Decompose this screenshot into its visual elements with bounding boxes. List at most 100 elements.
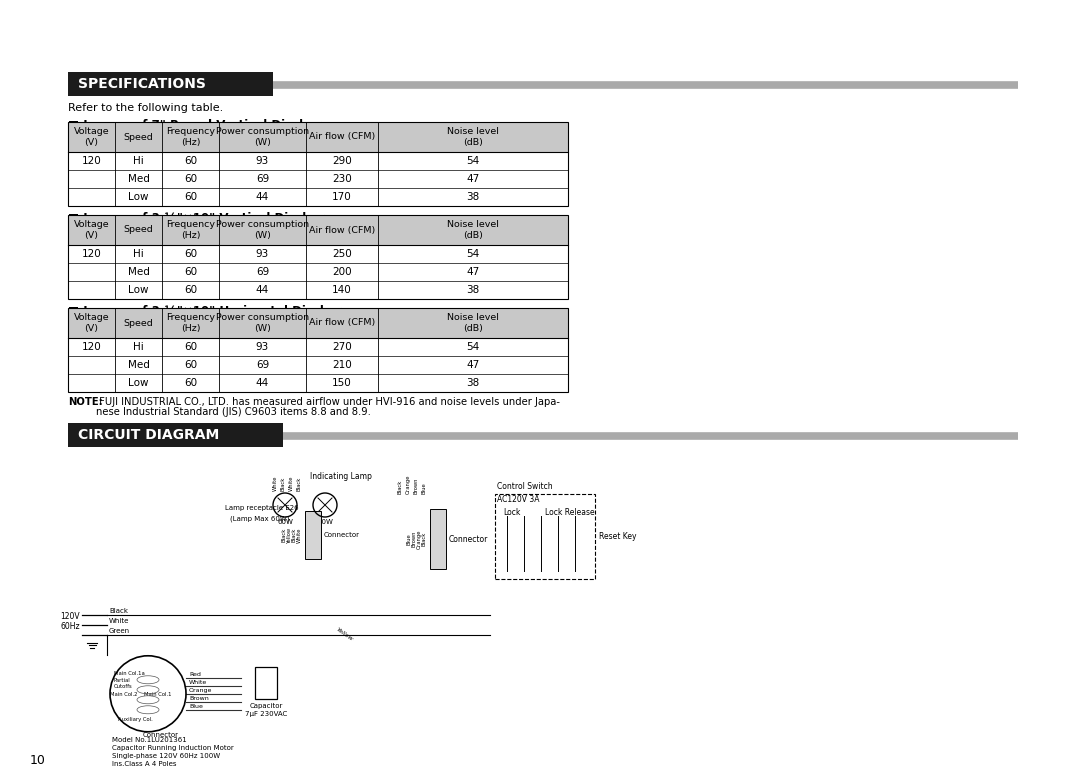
Text: 60W: 60W <box>318 519 333 525</box>
Text: 60W: 60W <box>278 519 293 525</box>
Text: Blue: Blue <box>189 704 203 708</box>
Text: 140: 140 <box>333 285 352 295</box>
Text: (Lamp Max 60W): (Lamp Max 60W) <box>230 515 289 522</box>
Text: White: White <box>297 527 301 543</box>
Text: Power consumption
(W): Power consumption (W) <box>216 314 309 332</box>
Text: 210: 210 <box>333 360 352 370</box>
Text: Voltage
(V): Voltage (V) <box>73 221 109 240</box>
Text: Med: Med <box>127 360 149 370</box>
Text: 10: 10 <box>30 754 45 767</box>
Text: 38: 38 <box>467 285 480 295</box>
Text: 60: 60 <box>184 342 197 352</box>
Text: Orange: Orange <box>417 529 421 549</box>
Text: Indicating Lamp: Indicating Lamp <box>310 472 372 481</box>
Text: Yellow: Yellow <box>286 527 292 543</box>
Text: Yellow: Yellow <box>336 626 354 642</box>
Text: Med: Med <box>127 267 149 277</box>
Text: White: White <box>189 680 207 685</box>
Text: Black: Black <box>292 528 297 542</box>
Text: Orange: Orange <box>189 688 213 693</box>
Text: NOTE:: NOTE: <box>68 397 103 407</box>
Text: Hi: Hi <box>133 156 144 166</box>
Text: 230: 230 <box>333 174 352 184</box>
Text: Black: Black <box>109 608 129 614</box>
Text: 54: 54 <box>467 156 480 166</box>
Text: 47: 47 <box>467 267 480 277</box>
Text: 7μF 230VAC: 7μF 230VAC <box>245 711 287 717</box>
Text: Capacitor Running Induction Motor: Capacitor Running Induction Motor <box>112 744 233 751</box>
Bar <box>68 122 568 206</box>
Text: ■ In case of 3-¼"×10" Vertical Discharge: ■ In case of 3-¼"×10" Vertical Discharge <box>68 212 341 225</box>
Text: 93: 93 <box>256 342 269 352</box>
Text: Connector: Connector <box>449 535 488 543</box>
Bar <box>68 215 568 245</box>
Text: Voltage
(V): Voltage (V) <box>73 314 109 332</box>
Text: White: White <box>109 618 130 623</box>
Text: Lamp receptacle E26: Lamp receptacle E26 <box>225 505 299 511</box>
Text: 60: 60 <box>184 192 197 202</box>
Text: 93: 93 <box>256 249 269 259</box>
Text: Low: Low <box>129 192 149 202</box>
Bar <box>305 511 321 559</box>
Text: Noise level
(dB): Noise level (dB) <box>447 221 499 240</box>
Text: 120: 120 <box>82 342 102 352</box>
Text: 69: 69 <box>256 267 269 277</box>
Text: Brown: Brown <box>414 478 419 494</box>
Text: Frequency
(Hz): Frequency (Hz) <box>166 221 215 240</box>
Text: Low: Low <box>129 378 149 388</box>
Text: Black: Black <box>281 476 285 491</box>
Text: 60: 60 <box>184 378 197 388</box>
Text: 120: 120 <box>82 156 102 166</box>
Text: Partial: Partial <box>114 678 131 683</box>
Text: 170: 170 <box>333 192 352 202</box>
Text: Frequency
(Hz): Frequency (Hz) <box>166 314 215 332</box>
Text: Power consumption
(W): Power consumption (W) <box>216 221 309 240</box>
Text: 290: 290 <box>333 156 352 166</box>
Text: 38: 38 <box>467 192 480 202</box>
Text: nese Industrial Standard (JIS) C9603 items 8.8 and 8.9.: nese Industrial Standard (JIS) C9603 ite… <box>96 407 370 417</box>
Text: ■ In case of 3-¼"×10" Horizontal Discharge: ■ In case of 3-¼"×10" Horizontal Dischar… <box>68 305 359 318</box>
Text: 60Hz: 60Hz <box>60 622 80 631</box>
Bar <box>68 72 273 96</box>
Text: Black: Black <box>421 532 427 546</box>
Text: 60: 60 <box>184 174 197 184</box>
Text: 60: 60 <box>184 285 197 295</box>
Text: Blue: Blue <box>421 482 427 494</box>
Text: Frequency
(Hz): Frequency (Hz) <box>166 127 215 147</box>
Text: 44: 44 <box>256 285 269 295</box>
Text: Brown: Brown <box>189 696 208 701</box>
Text: 47: 47 <box>467 174 480 184</box>
Text: 120V: 120V <box>60 612 80 621</box>
Bar <box>430 509 446 569</box>
Text: 200: 200 <box>333 267 352 277</box>
Bar <box>68 215 568 299</box>
Text: Main Col.1: Main Col.1 <box>144 692 172 698</box>
Text: Single-phase 120V 60Hz 100W: Single-phase 120V 60Hz 100W <box>112 753 220 759</box>
Text: Hi: Hi <box>133 342 144 352</box>
Text: Main Col.1a: Main Col.1a <box>114 671 145 676</box>
Text: Speed: Speed <box>123 225 153 235</box>
Bar <box>255 667 276 699</box>
Text: 54: 54 <box>467 342 480 352</box>
Text: Connector: Connector <box>324 532 360 538</box>
Text: 60: 60 <box>184 360 197 370</box>
Text: 150: 150 <box>333 378 352 388</box>
Bar <box>68 308 568 392</box>
Text: Ins.Class A 4 Poles: Ins.Class A 4 Poles <box>112 761 176 767</box>
Text: Noise level
(dB): Noise level (dB) <box>447 314 499 332</box>
Text: 54: 54 <box>467 249 480 259</box>
Text: Brown: Brown <box>411 531 417 547</box>
Bar <box>68 122 568 152</box>
Text: CIRCUIT DIAGRAM: CIRCUIT DIAGRAM <box>78 428 219 442</box>
Text: Auxiliary Col.: Auxiliary Col. <box>118 717 152 723</box>
Text: White: White <box>272 475 278 491</box>
Text: Reset Key: Reset Key <box>599 532 636 541</box>
Text: Refer to the following table.: Refer to the following table. <box>68 103 224 113</box>
Text: Black: Black <box>397 479 403 494</box>
Text: 44: 44 <box>256 378 269 388</box>
Text: Power consumption
(W): Power consumption (W) <box>216 127 309 147</box>
Text: 44: 44 <box>256 192 269 202</box>
Bar <box>68 215 568 299</box>
Text: 270: 270 <box>333 342 352 352</box>
Text: Air flow (CFM): Air flow (CFM) <box>309 225 375 235</box>
